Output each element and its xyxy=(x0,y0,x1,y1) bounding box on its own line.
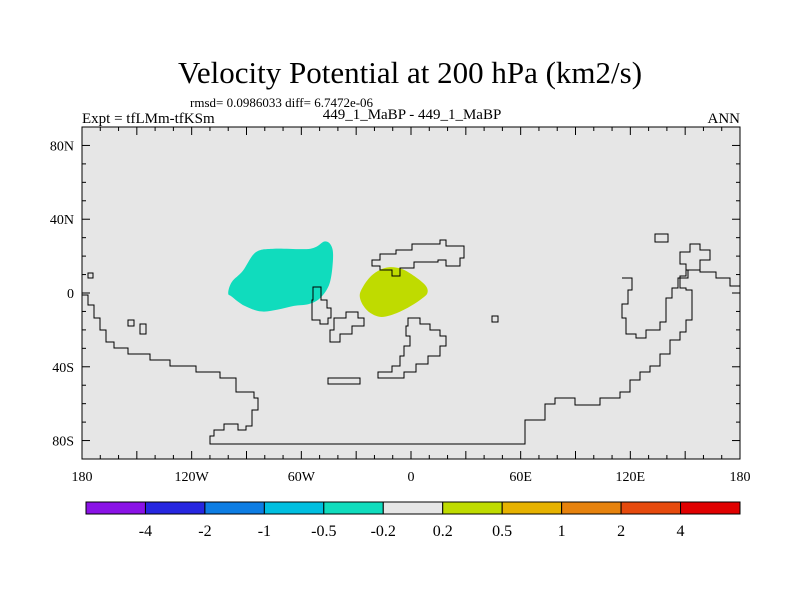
coastline-island-2 xyxy=(139,323,147,335)
x-tick-label: 120W xyxy=(175,470,210,485)
colorbar-swatch xyxy=(204,501,265,515)
colorbar-label: -2 xyxy=(198,523,211,540)
x-tick-label: 180 xyxy=(72,470,93,485)
colorbar-swatch xyxy=(323,501,384,515)
chart-title: Velocity Potential at 200 hPa (km2/s) xyxy=(178,55,642,90)
case-label: 449_1_MaBP - 449_1_MaBP xyxy=(323,107,502,123)
colorbar-label: -0.5 xyxy=(311,523,336,540)
colorbar-label: 0.5 xyxy=(492,523,512,540)
positive-anomaly xyxy=(359,267,428,317)
colorbar: -4 -2 -1 -0.5 -0.2 0.2 0.5 1 2 4 xyxy=(85,501,741,540)
stats-line: rmsd= 0.0986033 diff= 6.7472e-06 xyxy=(190,95,374,110)
colorbar-swatch xyxy=(85,501,146,515)
coastline-island-3 xyxy=(491,315,499,323)
x-tick-label: 0 xyxy=(408,470,415,485)
colorbar-swatch xyxy=(501,501,563,515)
x-tick-label: 60W xyxy=(288,470,316,485)
colorbar-swatch xyxy=(382,501,444,515)
colorbar-label: 1 xyxy=(558,523,566,540)
coastline-australia xyxy=(621,269,740,339)
coastline-island-4 xyxy=(654,233,669,243)
coastline-strip-2 xyxy=(329,311,365,343)
anomaly-layer xyxy=(228,241,428,317)
colorbar-swatch xyxy=(263,501,325,515)
coastline-southern-africa xyxy=(377,317,447,379)
coastlines xyxy=(82,233,740,445)
x-tick-label: 120E xyxy=(616,470,646,485)
coastline-africa xyxy=(371,239,465,277)
experiment-label: Expt = tfLMm-tfKSm xyxy=(82,111,215,127)
coastline-south-america xyxy=(311,286,332,325)
y-tick-label: 0 xyxy=(67,287,74,302)
x-tick-label: 60E xyxy=(509,470,532,485)
colorbar-label: 2 xyxy=(617,523,625,540)
coastline-island-1 xyxy=(127,319,135,327)
season-label: ANN xyxy=(708,111,741,127)
axes: 180 120W 60W 0 60E 120E 180 80N 40N 0 40S 80S xyxy=(50,126,751,485)
colorbar-swatch xyxy=(144,501,206,515)
colorbar-swatch xyxy=(442,501,503,515)
colorbar-label: 0.2 xyxy=(433,523,453,540)
coastline-strip xyxy=(327,377,361,385)
y-tick-label: 80N xyxy=(50,139,74,154)
colorbar-swatch xyxy=(561,501,622,515)
colorbar-label: -4 xyxy=(139,523,152,540)
y-tick-label: 80S xyxy=(52,435,74,450)
colorbar-label: 4 xyxy=(677,523,685,540)
colorbar-swatch xyxy=(620,501,682,515)
colorbar-label: -0.2 xyxy=(371,523,396,540)
y-tick-label: 40N xyxy=(50,213,74,228)
negative-anomaly xyxy=(228,241,334,312)
x-tick-label: 180 xyxy=(730,470,751,485)
y-tick-label: 40S xyxy=(52,361,74,376)
colorbar-label: -1 xyxy=(258,523,271,540)
coastline-central-america xyxy=(82,243,711,445)
colorbar-swatch xyxy=(680,501,741,515)
